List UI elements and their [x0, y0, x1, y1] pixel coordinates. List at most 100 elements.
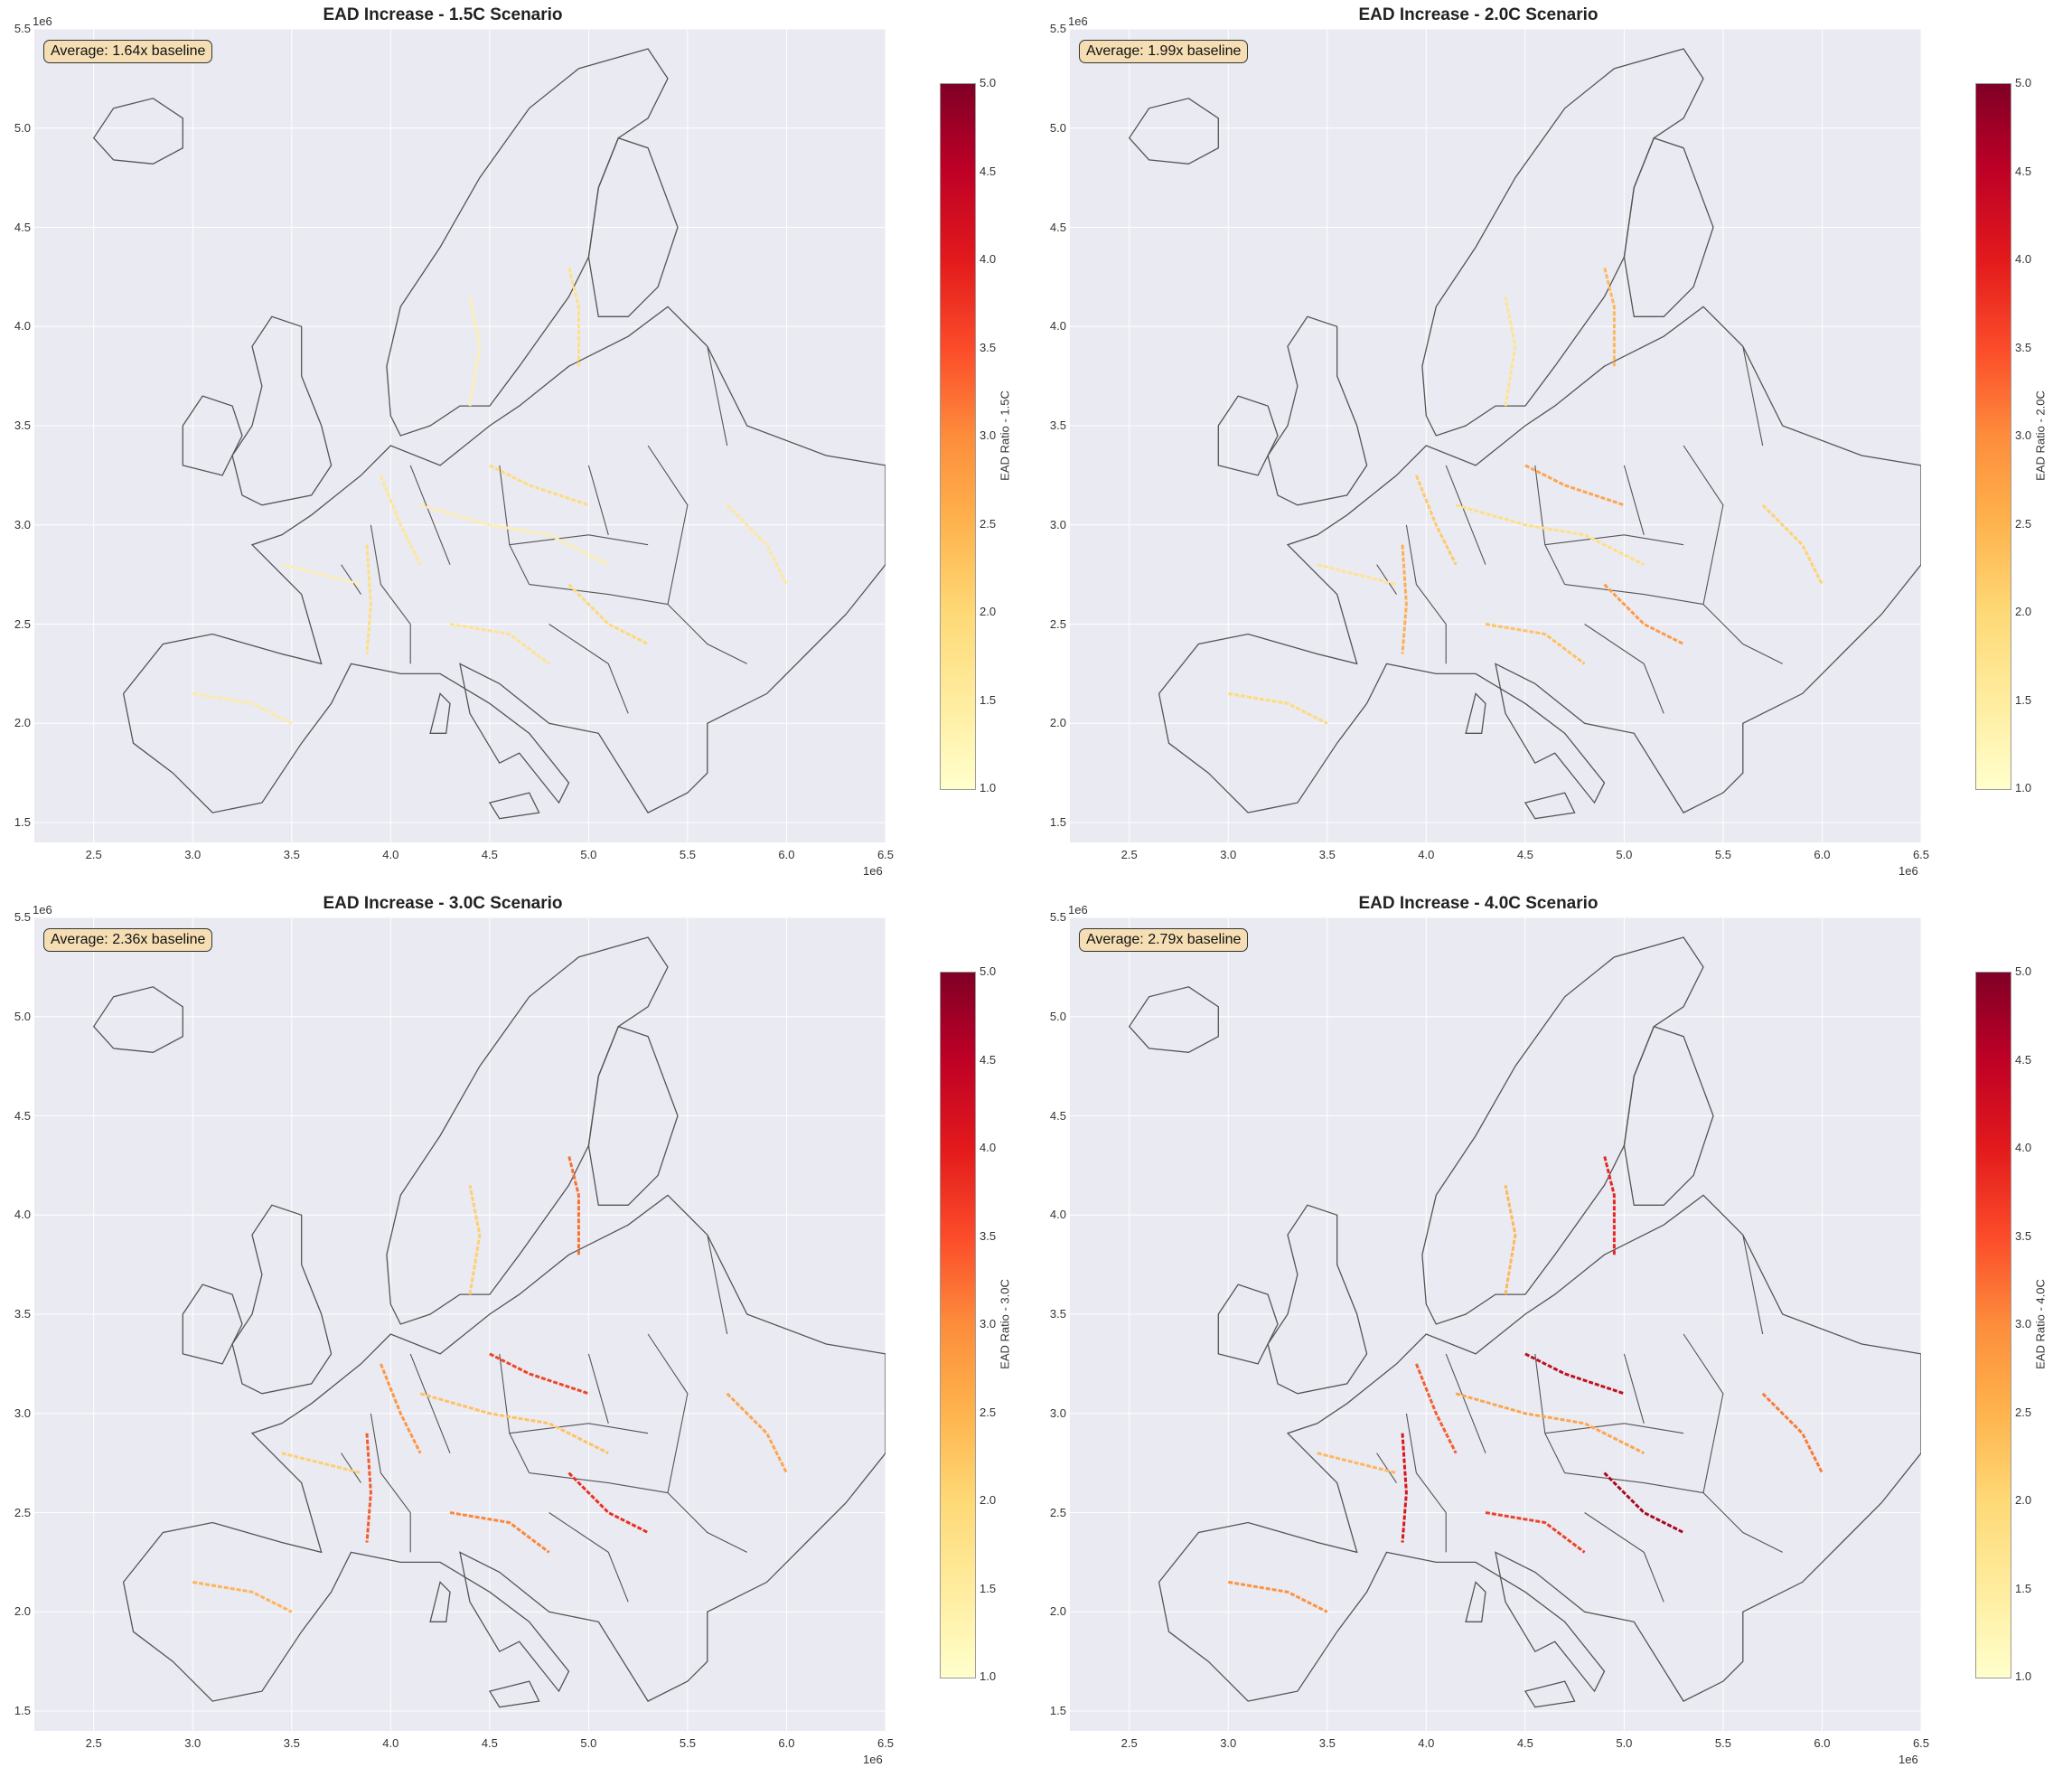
coastline: [429, 692, 451, 734]
colorbar-tick-label: 3.5: [2015, 340, 2032, 354]
coastline: [231, 315, 333, 506]
coastline: [1217, 1283, 1279, 1365]
country-border: [1564, 1472, 1704, 1494]
river-segment: [1228, 1580, 1328, 1613]
y-tick-label: 2.5: [14, 1505, 31, 1519]
colorbar-tick-label: 1.5: [2015, 1581, 2032, 1595]
coastline: [1267, 315, 1368, 506]
y-tick-label: 4.5: [1049, 220, 1066, 234]
country-border: [509, 534, 649, 546]
x-tick-label: 4.5: [1516, 1736, 1533, 1750]
x-tick-label: 5.0: [580, 1736, 597, 1750]
x-tick-label: 4.0: [1418, 848, 1435, 861]
panel-title: EAD Increase - 1.5C Scenario: [323, 5, 563, 24]
river-segment: [567, 1471, 649, 1534]
colorbar-tick-label: 4.5: [2015, 1052, 2032, 1067]
colorbar-tick-label: 3.5: [980, 1228, 997, 1243]
country-border: [1317, 1541, 1357, 1553]
x-exponent-label: 1e6: [863, 1753, 883, 1766]
y-tick-label: 5.0: [1049, 120, 1066, 135]
coastline: [122, 306, 886, 813]
country-border: [587, 465, 609, 535]
x-exponent-label: 1e6: [863, 864, 883, 878]
country-border: [1584, 1512, 1664, 1603]
y-tick-label: 1.5: [1049, 815, 1066, 830]
map-canvas: [34, 917, 886, 1731]
country-border: [548, 1512, 629, 1603]
colorbar-label: EAD Ratio - 4.0C: [2033, 1279, 2048, 1369]
colorbar-tick-label: 5.0: [2015, 76, 2032, 89]
river-segment: [1603, 583, 1684, 645]
colorbar-tick-label: 4.5: [980, 164, 997, 178]
river-segment: [489, 464, 589, 507]
y-tick-label: 3.5: [14, 418, 31, 433]
river-segment: [1603, 1155, 1616, 1255]
map-panel-1: EAD Increase - 1.5C Scenario Average: 1.…: [0, 0, 1036, 888]
y-tick-label: 3.5: [1049, 1307, 1066, 1321]
country-border: [281, 1541, 322, 1553]
coastline: [1158, 306, 1921, 813]
country-border: [1317, 653, 1357, 664]
y-exponent-label: 1e6: [1068, 14, 1088, 28]
river-segment: [1317, 1452, 1397, 1475]
x-tick-label: 4.0: [382, 1736, 399, 1750]
river-segment: [449, 623, 550, 665]
river-segment: [281, 563, 361, 587]
y-tick-label: 2.5: [1049, 1505, 1066, 1519]
country-border: [1544, 534, 1684, 546]
x-tick-label: 6.0: [1814, 1736, 1831, 1750]
y-tick-label: 2.0: [1049, 1604, 1066, 1619]
country-border: [1623, 465, 1645, 535]
colorbar: [940, 83, 976, 790]
y-tick-label: 5.5: [1049, 22, 1066, 35]
y-tick-label: 4.0: [1049, 319, 1066, 334]
colorbar-label: EAD Ratio - 2.0C: [2033, 390, 2048, 481]
colorbar-label: EAD Ratio - 3.0C: [998, 1279, 1012, 1369]
y-tick-label: 2.5: [14, 616, 31, 631]
y-tick-label: 3.0: [14, 1406, 31, 1420]
river-segment: [1761, 1392, 1824, 1474]
x-tick-label: 6.5: [1912, 1736, 1930, 1750]
x-tick-label: 3.0: [184, 1736, 202, 1750]
y-tick-label: 5.5: [1049, 910, 1066, 924]
x-tick-label: 2.5: [1120, 1736, 1138, 1750]
x-tick-label: 5.5: [1714, 1736, 1731, 1750]
country-border: [548, 624, 629, 714]
colorbar-tick-label: 3.5: [2015, 1228, 2032, 1243]
x-tick-label: 5.0: [1616, 1736, 1633, 1750]
coastline: [1421, 936, 1704, 1325]
river-segment: [365, 544, 372, 654]
y-exponent-label: 1e6: [1068, 903, 1088, 917]
coastline: [1267, 1204, 1368, 1395]
colorbar-tick-label: 1.0: [980, 781, 997, 794]
x-tick-label: 3.5: [283, 1736, 300, 1750]
coastline: [587, 136, 679, 317]
colorbar-tick-label: 5.0: [980, 964, 997, 978]
x-tick-label: 4.5: [481, 848, 498, 861]
x-tick-label: 6.0: [778, 848, 795, 861]
x-exponent-label: 1e6: [1899, 864, 1918, 878]
y-tick-label: 3.5: [1049, 418, 1066, 433]
x-tick-label: 3.0: [1220, 848, 1237, 861]
river-segment: [192, 691, 293, 725]
country-border: [341, 1453, 361, 1483]
colorbar-tick-label: 3.5: [980, 340, 997, 354]
river-segment: [567, 267, 580, 367]
colorbar-tick-label: 1.5: [980, 1581, 997, 1595]
coastline: [122, 1194, 886, 1702]
coastline: [386, 48, 669, 437]
river-segment: [1603, 1471, 1684, 1534]
coastline: [1524, 792, 1576, 820]
coastline: [231, 1204, 333, 1395]
y-tick-label: 5.0: [14, 1009, 31, 1023]
country-border: [529, 1472, 669, 1494]
y-tick-label: 1.5: [14, 1704, 31, 1718]
y-tick-label: 4.5: [14, 1108, 31, 1123]
x-tick-label: 5.5: [679, 1736, 696, 1750]
y-tick-label: 5.0: [1049, 1009, 1066, 1023]
coastline: [1524, 1680, 1576, 1708]
river-segment: [1228, 691, 1328, 725]
country-border: [370, 1413, 411, 1553]
y-tick-label: 3.0: [1049, 1406, 1066, 1420]
x-tick-label: 4.0: [1418, 1736, 1435, 1750]
